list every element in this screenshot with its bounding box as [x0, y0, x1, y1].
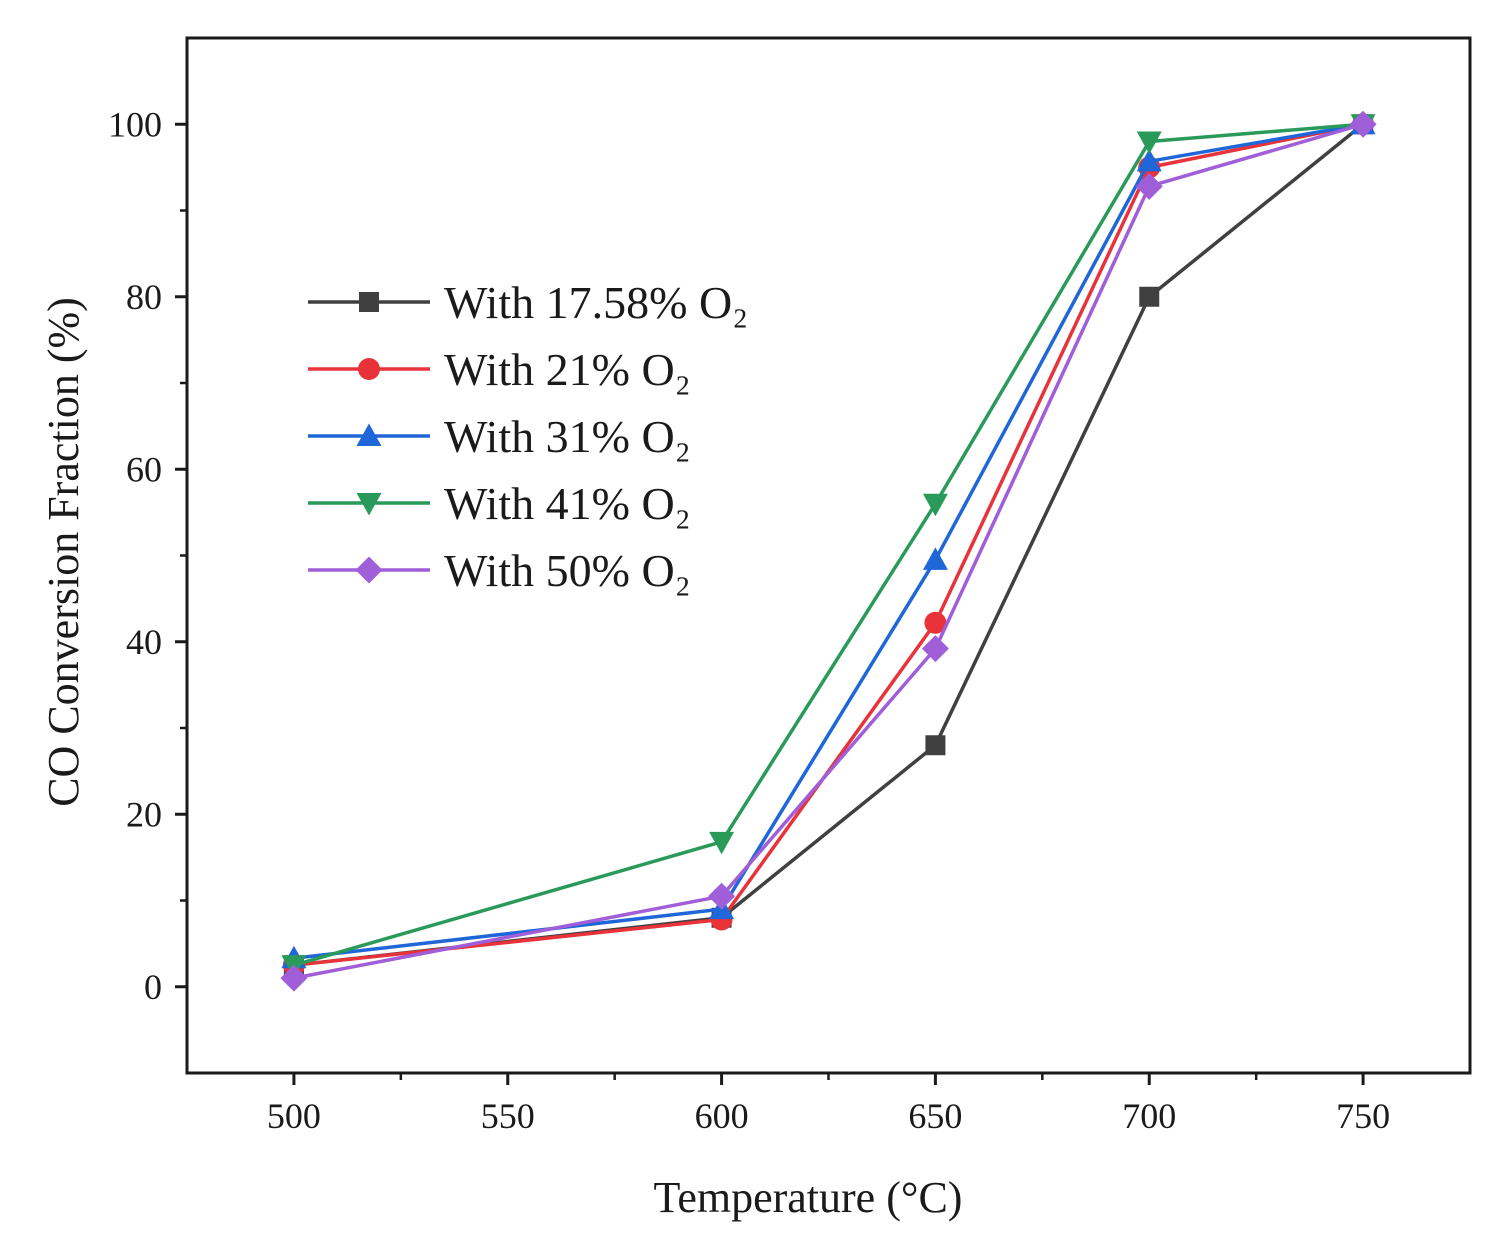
y-tick-label: 0	[144, 967, 162, 1007]
legend-marker	[359, 292, 379, 312]
data-point	[922, 493, 948, 517]
legend-marker	[356, 423, 382, 446]
data-point	[924, 611, 947, 634]
legend-label: With 50% O₂	[444, 545, 691, 596]
data-point	[921, 635, 949, 663]
legend-marker	[356, 493, 382, 516]
data-point	[708, 882, 736, 910]
x-tick-label: 650	[908, 1096, 962, 1136]
data-point	[1136, 148, 1162, 172]
legend-item: With 50% O₂	[308, 545, 691, 596]
x-tick-label: 700	[1122, 1096, 1176, 1136]
legend-label: With 41% O₂	[444, 478, 691, 529]
x-tick-label: 600	[695, 1096, 749, 1136]
y-axis-title: CO Conversion Fraction (%)	[39, 297, 88, 807]
x-tick-label: 750	[1336, 1096, 1390, 1136]
data-point	[922, 547, 948, 570]
legend-marker	[355, 556, 383, 584]
x-tick-label: 500	[267, 1096, 321, 1136]
data-point	[1136, 131, 1162, 154]
data-point	[925, 735, 946, 756]
legend-marker	[358, 358, 380, 380]
legend: With 17.58% O₂ With 21% O₂ With 31% O₂ With…	[308, 277, 748, 596]
data-point	[1135, 172, 1163, 200]
series-3	[281, 111, 1376, 969]
legend-label: With 31% O₂	[444, 411, 691, 462]
legend-label: With 17.58% O₂	[444, 277, 748, 328]
x-axis-title: Temperature (°C)	[654, 1173, 963, 1222]
series-layer	[280, 110, 1377, 992]
legend-item: With 21% O₂	[308, 344, 691, 395]
legend-label: With 21% O₂	[444, 344, 691, 395]
y-tick-label: 60	[126, 449, 162, 489]
y-tick-label: 100	[108, 104, 162, 144]
x-axis-ticks: 500 550 600 650 700 750	[267, 1073, 1390, 1136]
data-point	[709, 831, 735, 855]
data-point	[280, 964, 308, 992]
x-tick-label: 550	[481, 1096, 535, 1136]
legend-item: With 31% O₂	[308, 411, 691, 462]
legend-item: With 17.58% O₂	[308, 277, 748, 328]
y-axis-ticks: 0 20 40 60 80 100	[108, 104, 187, 1007]
legend-item: With 41% O₂	[308, 478, 691, 529]
data-point	[1139, 286, 1160, 307]
data-point	[1349, 110, 1377, 138]
y-tick-label: 20	[126, 794, 162, 834]
y-tick-label: 40	[126, 622, 162, 662]
series-5	[280, 110, 1377, 992]
y-tick-label: 80	[126, 277, 162, 317]
